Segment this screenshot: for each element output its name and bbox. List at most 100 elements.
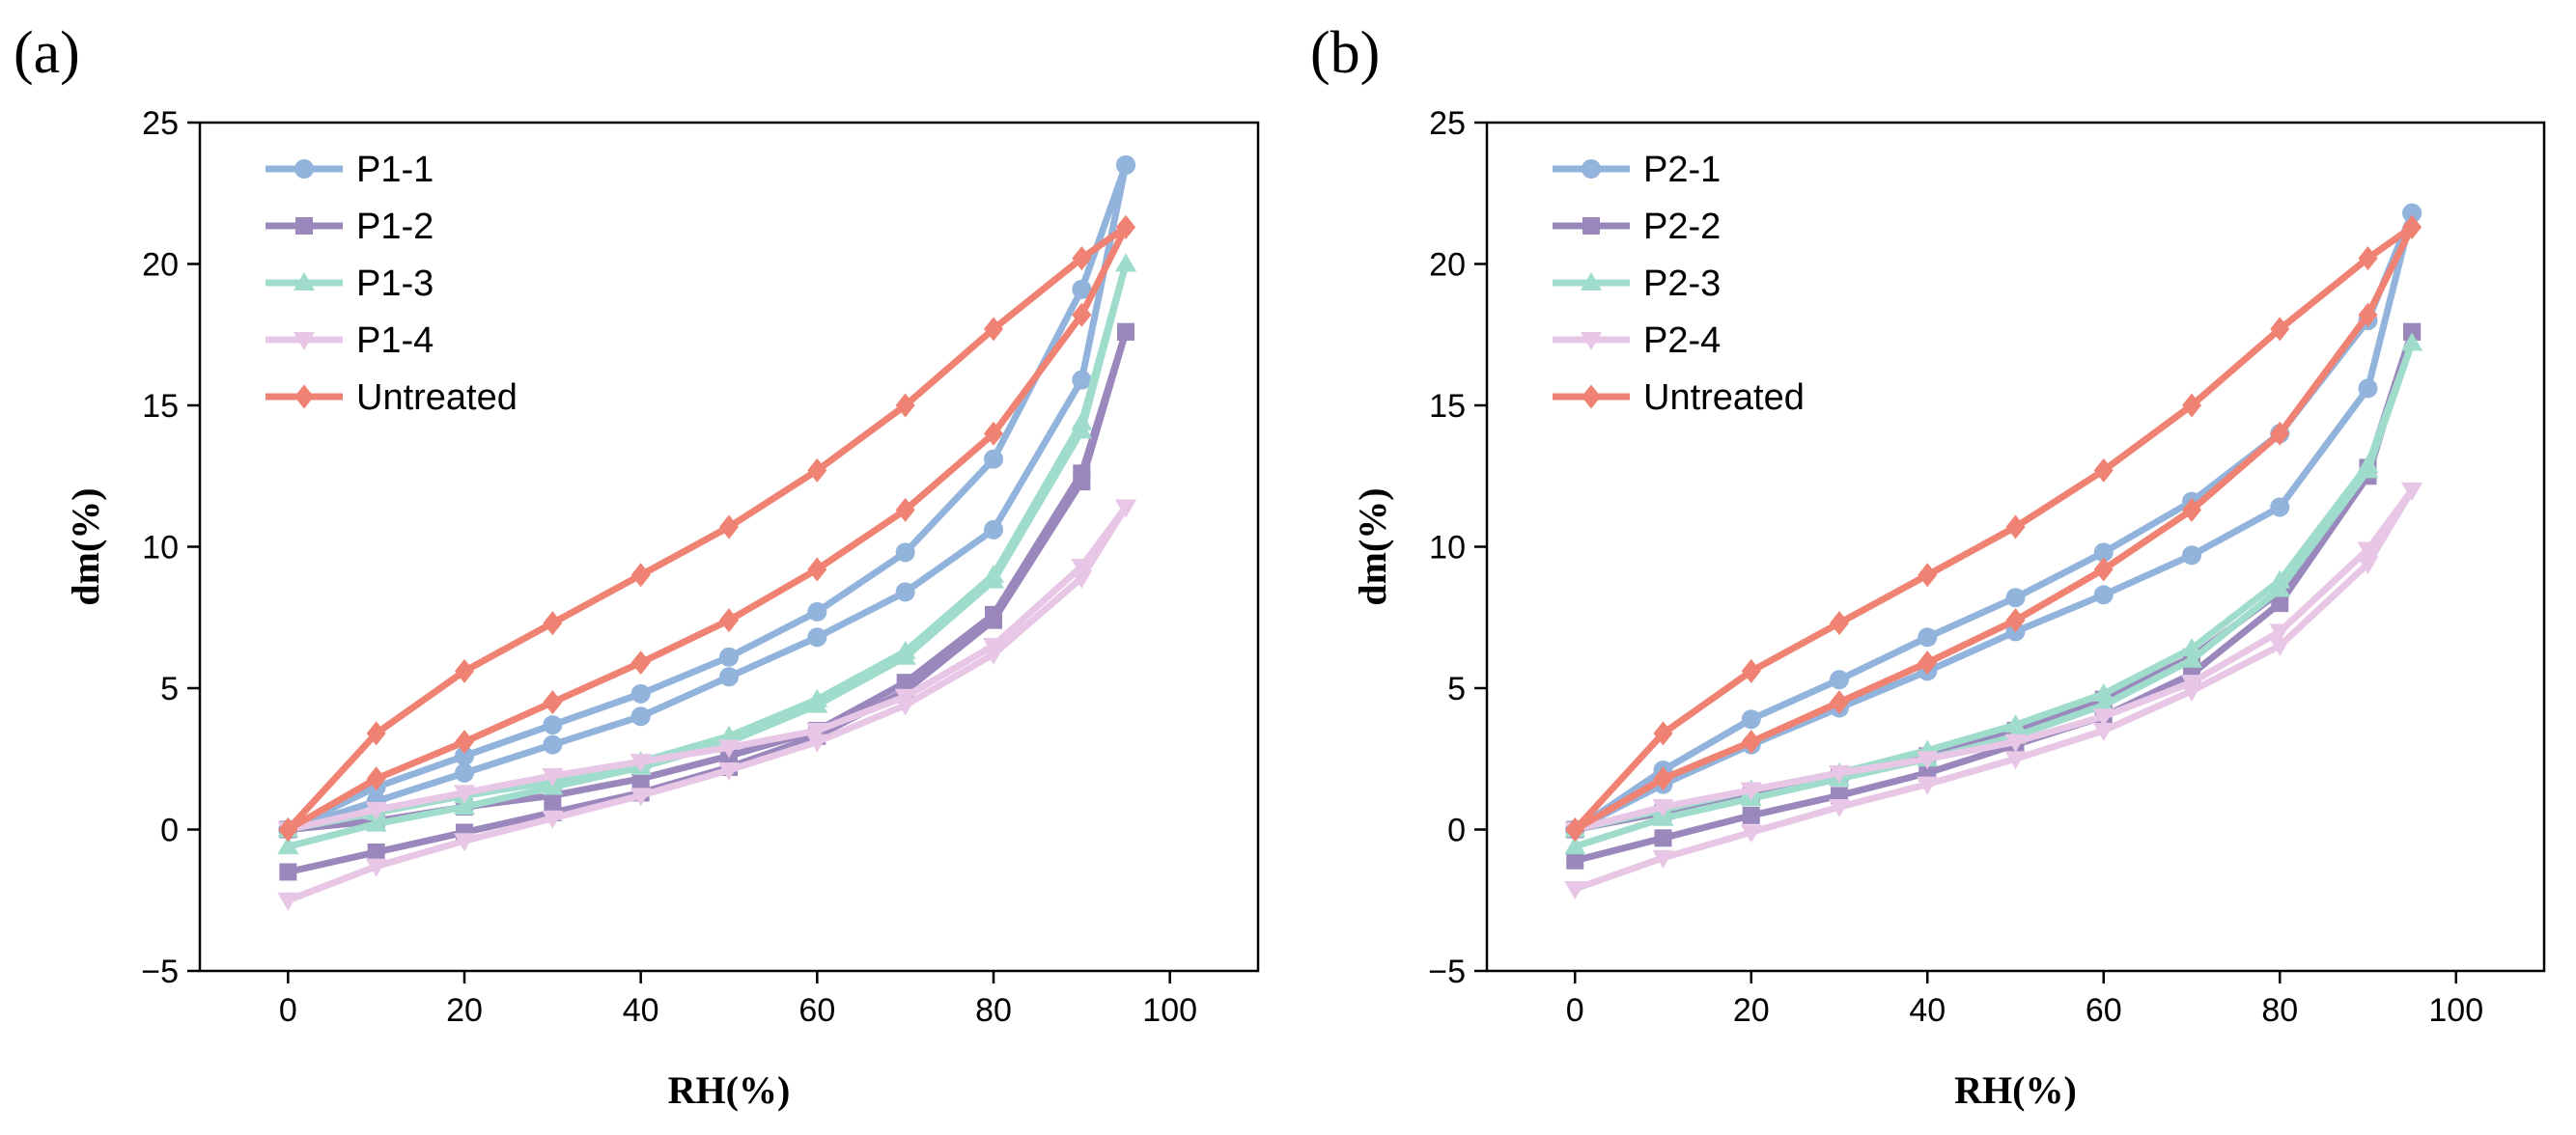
data-point bbox=[1653, 721, 1673, 746]
legend-item: Untreated bbox=[1553, 377, 1805, 418]
data-point bbox=[455, 762, 474, 783]
data-point bbox=[1565, 817, 1585, 842]
data-point bbox=[1830, 670, 1849, 690]
data-point bbox=[2270, 317, 2290, 342]
data-point bbox=[984, 421, 1003, 446]
data-point bbox=[1918, 563, 1938, 588]
legend-label: P2-4 bbox=[1643, 320, 1721, 361]
data-point bbox=[2092, 722, 2114, 741]
y-tick-label: 5 bbox=[1447, 671, 1466, 707]
data-point bbox=[2357, 541, 2379, 561]
data-point bbox=[630, 754, 652, 773]
data-point bbox=[718, 761, 740, 781]
data-point bbox=[278, 817, 298, 842]
data-point bbox=[2269, 623, 2291, 643]
data-point bbox=[543, 715, 563, 735]
data-point bbox=[455, 746, 474, 766]
data-point bbox=[455, 730, 474, 755]
data-point bbox=[1741, 709, 1761, 730]
data-point bbox=[1740, 782, 1762, 801]
data-point bbox=[1830, 690, 1849, 715]
legend-label: P2-2 bbox=[1643, 207, 1721, 247]
data-point bbox=[1654, 829, 1672, 847]
legend-marker bbox=[1582, 159, 1601, 179]
legend-label: Untreated bbox=[356, 377, 518, 418]
x-tick-label: 60 bbox=[2086, 992, 2122, 1029]
data-point bbox=[1918, 651, 1938, 676]
data-point bbox=[2270, 497, 2290, 517]
legend-label: Untreated bbox=[1643, 377, 1805, 418]
y-axis-title: dm(%) bbox=[1351, 487, 1394, 605]
legend-marker bbox=[294, 384, 314, 409]
data-point bbox=[895, 582, 915, 602]
legend-label: P2-1 bbox=[1643, 150, 1721, 190]
data-point bbox=[2004, 734, 2027, 753]
legend-marker bbox=[294, 332, 315, 350]
data-point bbox=[1564, 836, 1586, 855]
data-point bbox=[807, 557, 827, 582]
data-point bbox=[1117, 322, 1134, 341]
legend-item: P2-1 bbox=[1553, 150, 1721, 190]
x-tick-label: 40 bbox=[623, 992, 659, 1029]
y-tick-label: 0 bbox=[160, 813, 179, 849]
legend-item: P1-4 bbox=[266, 320, 434, 361]
data-point bbox=[895, 542, 915, 563]
data-point bbox=[718, 739, 740, 759]
legend-item: P2-3 bbox=[1553, 263, 1721, 304]
data-point bbox=[806, 734, 828, 753]
y-tick-label: 10 bbox=[142, 530, 179, 567]
data-point bbox=[2182, 393, 2201, 418]
data-point bbox=[2181, 637, 2202, 656]
data-point bbox=[454, 833, 475, 852]
x-tick-label: 100 bbox=[1142, 992, 1197, 1029]
data-point bbox=[894, 640, 916, 659]
legend-item: P2-4 bbox=[1553, 320, 1721, 361]
y-tick-label: 5 bbox=[160, 671, 179, 707]
data-point bbox=[719, 514, 739, 540]
legend-item: Untreated bbox=[266, 377, 518, 418]
data-point bbox=[1829, 799, 1850, 818]
data-point bbox=[2182, 545, 2201, 566]
data-point bbox=[2402, 214, 2422, 239]
data-point bbox=[1829, 764, 1850, 784]
data-point bbox=[630, 683, 651, 704]
data-point bbox=[2403, 322, 2422, 341]
data-point bbox=[895, 393, 915, 418]
data-point bbox=[2357, 556, 2379, 575]
x-tick-label: 100 bbox=[2428, 992, 2483, 1029]
data-point bbox=[1071, 569, 1093, 589]
data-point bbox=[366, 721, 386, 746]
legend-label: P2-3 bbox=[1643, 263, 1721, 304]
data-point bbox=[2092, 694, 2114, 713]
data-point bbox=[894, 688, 916, 707]
legend-label: P1-2 bbox=[356, 207, 434, 247]
series-p1-4 bbox=[277, 499, 1136, 911]
legend-marker bbox=[295, 217, 313, 235]
data-point bbox=[2093, 542, 2114, 563]
series-untreated bbox=[278, 214, 1135, 842]
data-point bbox=[1652, 849, 1674, 869]
data-point bbox=[984, 519, 1003, 540]
data-point bbox=[2402, 203, 2422, 223]
legend-label: P1-3 bbox=[356, 263, 434, 304]
data-point bbox=[630, 788, 652, 807]
data-point bbox=[807, 457, 827, 483]
data-point bbox=[807, 627, 827, 648]
data-point bbox=[1652, 799, 1674, 818]
y-tick-label: 15 bbox=[1429, 388, 1466, 425]
data-point bbox=[2004, 714, 2027, 734]
panel-label: (b) bbox=[1310, 20, 1380, 86]
data-point bbox=[366, 766, 386, 791]
legend-label: P1-1 bbox=[356, 150, 434, 190]
data-point bbox=[1072, 370, 1092, 390]
data-point bbox=[1918, 627, 1938, 648]
y-tick-label: 15 bbox=[142, 388, 179, 425]
legend-label: P1-4 bbox=[356, 320, 434, 361]
data-point bbox=[806, 688, 828, 707]
data-point bbox=[630, 706, 651, 727]
x-axis-title: RH(%) bbox=[1954, 1068, 2077, 1112]
panel-a: (a) 0 20 40 60 80 100 −5 0 5 10 15 20 25 RH(%) dm(%) P1-… bbox=[14, 20, 1260, 1112]
panel-b: (b) 0 20 40 60 80 100 −5 0 5 10 15 20 25 RH(%) dm(%) P2-… bbox=[1310, 20, 2546, 1112]
legend-marker bbox=[1582, 384, 1601, 409]
